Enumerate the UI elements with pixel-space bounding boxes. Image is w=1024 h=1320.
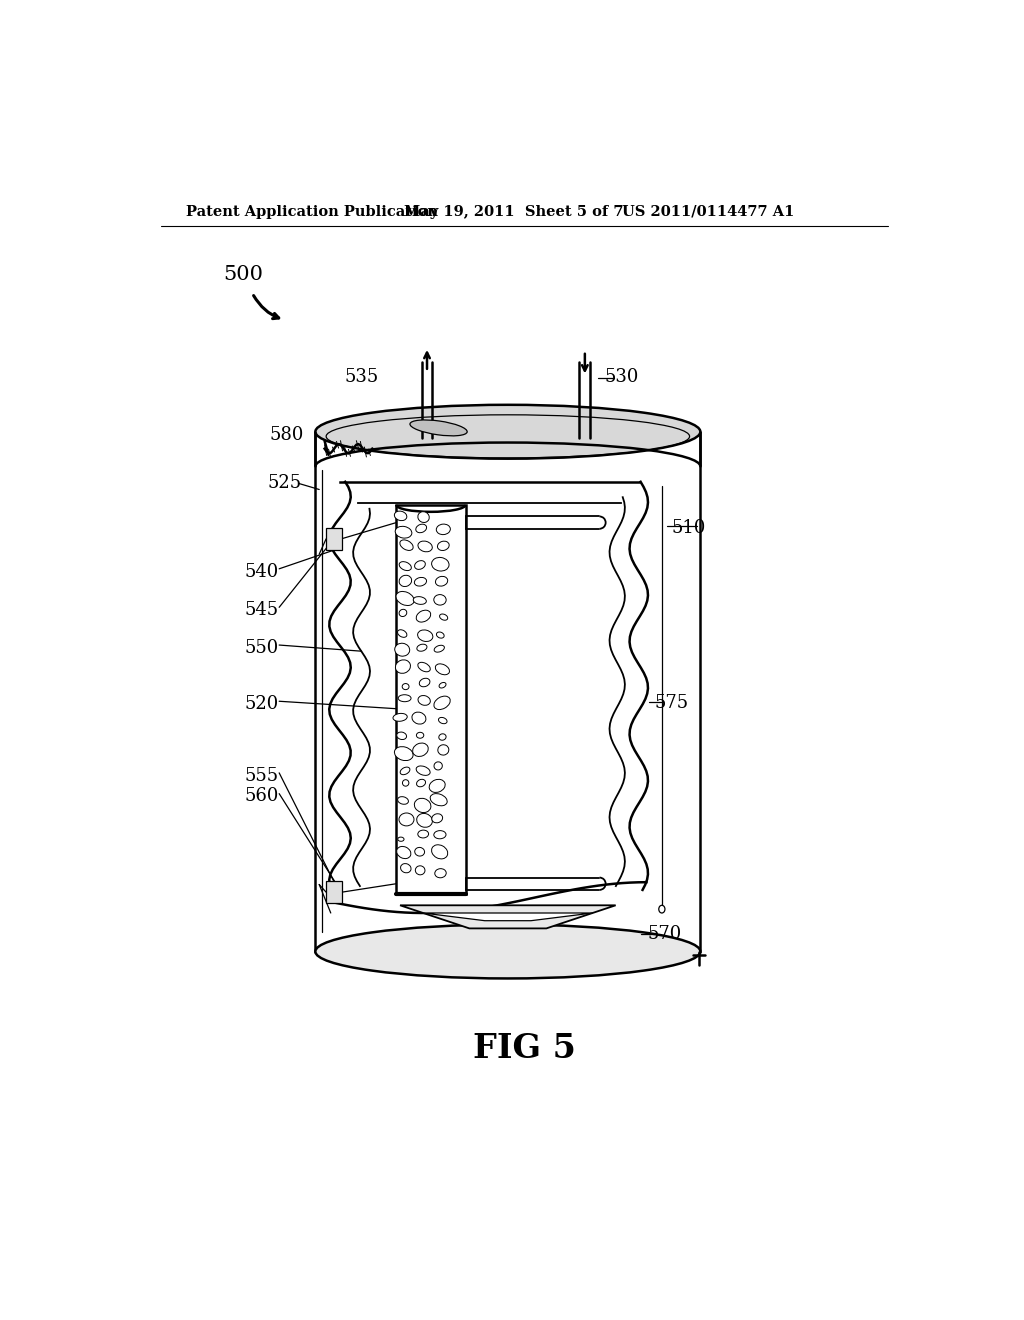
Ellipse shape bbox=[416, 610, 431, 622]
Ellipse shape bbox=[394, 511, 407, 520]
Text: US 2011/0114477 A1: US 2011/0114477 A1 bbox=[622, 205, 795, 219]
Ellipse shape bbox=[435, 664, 450, 675]
Ellipse shape bbox=[395, 527, 412, 539]
Ellipse shape bbox=[395, 660, 411, 673]
Ellipse shape bbox=[416, 866, 425, 875]
Ellipse shape bbox=[402, 684, 409, 689]
Ellipse shape bbox=[315, 924, 700, 978]
Ellipse shape bbox=[400, 767, 410, 775]
Text: 520: 520 bbox=[245, 696, 279, 713]
Ellipse shape bbox=[399, 813, 414, 826]
Ellipse shape bbox=[402, 780, 409, 787]
Ellipse shape bbox=[418, 630, 433, 642]
Ellipse shape bbox=[436, 632, 444, 638]
Text: 540: 540 bbox=[245, 562, 279, 581]
Text: 555: 555 bbox=[245, 767, 279, 784]
Ellipse shape bbox=[434, 696, 451, 710]
Ellipse shape bbox=[415, 577, 427, 586]
Ellipse shape bbox=[432, 813, 442, 822]
Text: 530: 530 bbox=[604, 368, 639, 385]
Text: FIG 5: FIG 5 bbox=[473, 1032, 577, 1065]
Polygon shape bbox=[400, 906, 615, 928]
Ellipse shape bbox=[415, 799, 431, 813]
Ellipse shape bbox=[417, 644, 427, 651]
Ellipse shape bbox=[397, 797, 409, 804]
Ellipse shape bbox=[418, 512, 429, 523]
Ellipse shape bbox=[416, 524, 427, 533]
Ellipse shape bbox=[393, 713, 408, 721]
Ellipse shape bbox=[396, 733, 407, 739]
Ellipse shape bbox=[398, 694, 411, 702]
Text: 545: 545 bbox=[245, 601, 279, 619]
Ellipse shape bbox=[434, 645, 444, 652]
Ellipse shape bbox=[418, 696, 430, 705]
Text: May 19, 2011  Sheet 5 of 7: May 19, 2011 Sheet 5 of 7 bbox=[403, 205, 624, 219]
Ellipse shape bbox=[414, 597, 426, 605]
Ellipse shape bbox=[434, 762, 442, 770]
Ellipse shape bbox=[436, 524, 451, 535]
Ellipse shape bbox=[396, 846, 411, 858]
Ellipse shape bbox=[438, 744, 449, 755]
Ellipse shape bbox=[399, 576, 412, 586]
Ellipse shape bbox=[439, 614, 447, 620]
Ellipse shape bbox=[431, 845, 447, 859]
Ellipse shape bbox=[658, 906, 665, 913]
Ellipse shape bbox=[416, 766, 430, 775]
Ellipse shape bbox=[434, 594, 446, 605]
Polygon shape bbox=[423, 913, 593, 921]
Ellipse shape bbox=[315, 405, 700, 459]
Ellipse shape bbox=[415, 561, 425, 569]
Bar bbox=[326, 882, 342, 903]
Ellipse shape bbox=[435, 577, 447, 586]
Ellipse shape bbox=[412, 711, 426, 725]
Text: 525: 525 bbox=[267, 474, 302, 492]
Ellipse shape bbox=[410, 420, 467, 436]
Text: 575: 575 bbox=[654, 693, 688, 711]
Ellipse shape bbox=[437, 541, 450, 550]
Text: 560: 560 bbox=[245, 788, 279, 805]
Text: 535: 535 bbox=[345, 368, 379, 385]
Ellipse shape bbox=[430, 793, 447, 805]
Text: 570: 570 bbox=[647, 924, 682, 942]
Text: 550: 550 bbox=[245, 639, 279, 657]
Text: 580: 580 bbox=[269, 426, 303, 445]
Ellipse shape bbox=[399, 561, 412, 570]
Ellipse shape bbox=[417, 813, 432, 828]
Ellipse shape bbox=[429, 779, 445, 792]
Text: Patent Application Publication: Patent Application Publication bbox=[186, 205, 438, 219]
Ellipse shape bbox=[438, 718, 447, 723]
Ellipse shape bbox=[399, 610, 407, 616]
Ellipse shape bbox=[400, 863, 411, 873]
Ellipse shape bbox=[400, 540, 413, 550]
Ellipse shape bbox=[439, 682, 446, 688]
Ellipse shape bbox=[396, 591, 414, 606]
Ellipse shape bbox=[417, 779, 426, 787]
Ellipse shape bbox=[417, 733, 424, 738]
Ellipse shape bbox=[394, 747, 413, 760]
Ellipse shape bbox=[418, 541, 432, 552]
Ellipse shape bbox=[415, 847, 425, 857]
Text: 510: 510 bbox=[672, 519, 707, 537]
Ellipse shape bbox=[435, 869, 446, 878]
Text: 500: 500 bbox=[223, 264, 263, 284]
Bar bbox=[396, 506, 466, 894]
Ellipse shape bbox=[418, 663, 430, 672]
Ellipse shape bbox=[419, 678, 430, 686]
Ellipse shape bbox=[434, 830, 446, 838]
Ellipse shape bbox=[397, 630, 407, 638]
Bar bbox=[326, 528, 342, 549]
Ellipse shape bbox=[394, 643, 410, 656]
Ellipse shape bbox=[439, 734, 446, 741]
Ellipse shape bbox=[418, 830, 429, 838]
Ellipse shape bbox=[431, 557, 450, 572]
Ellipse shape bbox=[397, 837, 404, 841]
Ellipse shape bbox=[413, 743, 428, 756]
